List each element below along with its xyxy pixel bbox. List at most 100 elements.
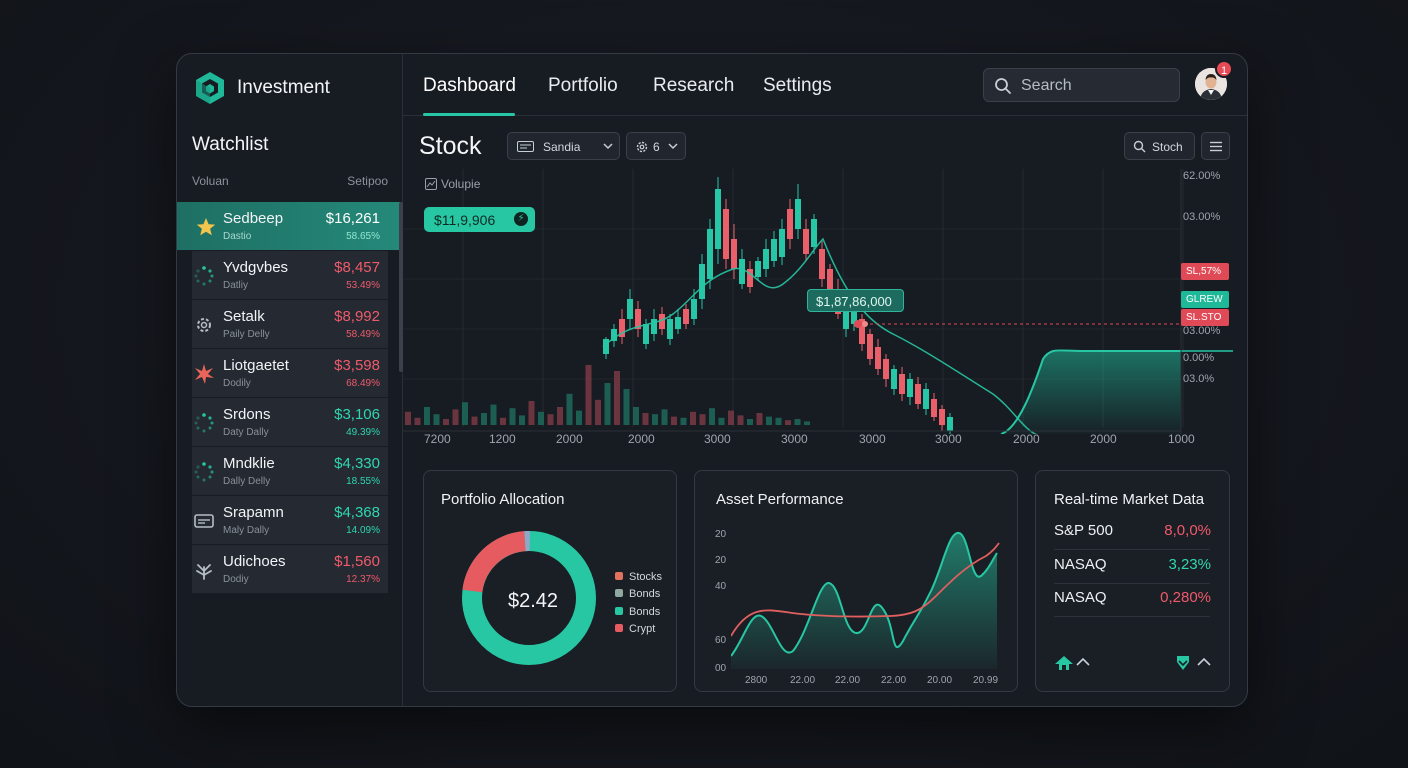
stoch-button[interactable]: Stoch: [1124, 132, 1195, 160]
candle-body: [883, 359, 889, 379]
candle-body: [659, 314, 665, 329]
watchlist-col-right[interactable]: Setipoo: [347, 174, 388, 188]
tab-portfolio[interactable]: Portfolio: [548, 75, 618, 96]
legend-swatch: [615, 607, 623, 615]
market-row[interactable]: NASAQ 0,280%: [1054, 584, 1211, 617]
stock-price: $8,992: [334, 308, 380, 325]
market-data-card: Real-time Market Data S&P 500 8,0,0% NAS…: [1035, 470, 1230, 692]
crosshair-price: $1,87,86,000: [816, 294, 892, 309]
chevron-up-icon[interactable]: [1076, 657, 1090, 667]
tab-dashboard[interactable]: Dashboard: [423, 75, 516, 96]
watchlist-item-udichoes[interactable]: Udichoes Dodiy $1,560 12.37%: [192, 545, 388, 594]
watchlist-item-sedbeep[interactable]: Sedbeep Dastio $16,261 58.65%: [177, 202, 400, 251]
market-name: NASAQ: [1054, 556, 1107, 573]
home-up-icon[interactable]: [1054, 655, 1074, 671]
watchlist-col-left[interactable]: Voluan: [192, 174, 229, 188]
volume-bar: [623, 389, 630, 425]
market-row[interactable]: S&P 500 8,0,0%: [1054, 517, 1211, 550]
stock-name: Mndklie: [223, 455, 275, 472]
watchlist: Sedbeep Dastio $16,261 58.65% Yvdgvbes Datliy…: [177, 202, 400, 594]
market-row[interactable]: NASAQ 3,23%: [1054, 551, 1211, 584]
volume-bar: [633, 407, 639, 425]
search-placeholder: Search: [1021, 77, 1072, 94]
cube-logo-icon: [196, 72, 224, 104]
legend-item: Bonds: [615, 606, 660, 618]
x-axis-label: 2000: [628, 432, 655, 446]
x-axis-label: 2000: [1090, 432, 1117, 446]
legend-item: Crypt: [615, 623, 655, 635]
allocation-donut-chart[interactable]: [460, 529, 598, 667]
brand[interactable]: Investment: [193, 70, 330, 106]
donut-segment-crypt: [462, 531, 527, 593]
stock-price: $3,598: [334, 357, 380, 374]
candle-body: [683, 309, 689, 324]
active-tab-indicator: [423, 113, 515, 116]
stock-name: Sedbeep: [223, 210, 284, 227]
menu-button[interactable]: [1201, 132, 1230, 160]
notification-badge[interactable]: 1: [1215, 60, 1233, 78]
watchlist-item-srapamn[interactable]: Srapamn Maly Dally $4,368 14.09%: [192, 496, 388, 545]
watchlist-item-mndklie[interactable]: Mndklie Dally Delly $4,330 18.55%: [192, 447, 388, 496]
spinner-icon: [193, 412, 215, 434]
stock-price: $4,368: [334, 504, 380, 521]
candle-body: [731, 239, 737, 269]
market-value: 3,23%: [1168, 556, 1211, 573]
candle-body: [739, 259, 745, 284]
price-tag-red: SL.STO: [1181, 309, 1229, 326]
sidebar: Investment Watchlist Voluan Setipoo Sedb…: [177, 54, 403, 706]
market-value: 8,0,0%: [1164, 522, 1211, 539]
x-axis-label: 1000: [1168, 432, 1195, 446]
volume-bar: [481, 413, 487, 425]
symbol-select[interactable]: Sandia: [507, 132, 620, 160]
volume-bar: [462, 402, 468, 425]
price-tag-green: GLREW: [1181, 291, 1229, 308]
x-axis-label: 1200: [489, 432, 516, 446]
crosshair-price-pill: $1,87,86,000: [807, 289, 904, 312]
chevron-up-icon[interactable]: [1197, 657, 1211, 667]
watchlist-item-liotgaetet[interactable]: Liotgaetet Dodily $3,598 68.49%: [192, 349, 388, 398]
watchlist-scrollbar[interactable]: [399, 202, 403, 372]
candle-body: [619, 319, 625, 337]
volume-bar: [652, 414, 658, 425]
y-axis-label: 40: [715, 581, 727, 592]
stock-price: $1,560: [334, 553, 380, 570]
candle-body: [795, 199, 801, 229]
watchlist-item-setalk[interactable]: Setalk Paily Delly $8,992 58.49%: [192, 300, 388, 349]
candle-body: [755, 261, 761, 277]
card-icon: [193, 510, 215, 532]
watchlist-title: Watchlist: [192, 134, 269, 155]
app-window: Investment Watchlist Voluan Setipoo Sedb…: [176, 53, 1248, 707]
projection-area: [1001, 350, 1181, 434]
card-title: Real-time Market Data: [1054, 491, 1205, 508]
search-input[interactable]: Search: [983, 68, 1180, 102]
stock-price: $3,106: [334, 406, 380, 423]
tab-research[interactable]: Research: [653, 75, 735, 96]
candle-body: [867, 334, 873, 359]
volume-bar: [709, 408, 715, 425]
candle-body: [643, 324, 649, 344]
y-axis-label: 20: [715, 555, 727, 566]
watchlist-columns: Voluan Setipoo: [192, 174, 388, 188]
watchlist-item-yvdgvbes[interactable]: Yvdgvbes Datliy $8,457 53.49%: [192, 251, 388, 300]
arrow-down-icon[interactable]: [1174, 655, 1192, 671]
current-price-pill[interactable]: $11,9,906 ⚡: [424, 207, 535, 232]
candle-body: [819, 249, 825, 279]
tab-settings[interactable]: Settings: [763, 75, 832, 96]
performance-line-chart[interactable]: [731, 521, 1001, 671]
volume-bar: [756, 413, 763, 425]
interval-select[interactable]: 6: [626, 132, 686, 160]
search-icon: [1133, 140, 1146, 153]
stock-sub: Daty Dally: [223, 427, 269, 438]
star-icon: [195, 216, 217, 238]
candle-body: [907, 379, 913, 397]
y-axis-label: 03.0%: [1183, 373, 1215, 385]
volume-bar: [576, 410, 582, 425]
chart-line-icon: [425, 178, 437, 190]
watchlist-item-srdons[interactable]: Srdons Daty Dally $3,106 49.39%: [192, 398, 388, 447]
volume-bar: [547, 414, 554, 425]
spinner-icon: [193, 265, 215, 287]
volume-bar: [528, 401, 535, 425]
candle-body: [707, 229, 713, 279]
price-chart[interactable]: [403, 169, 1233, 434]
volume-label: Volupie: [425, 177, 480, 191]
